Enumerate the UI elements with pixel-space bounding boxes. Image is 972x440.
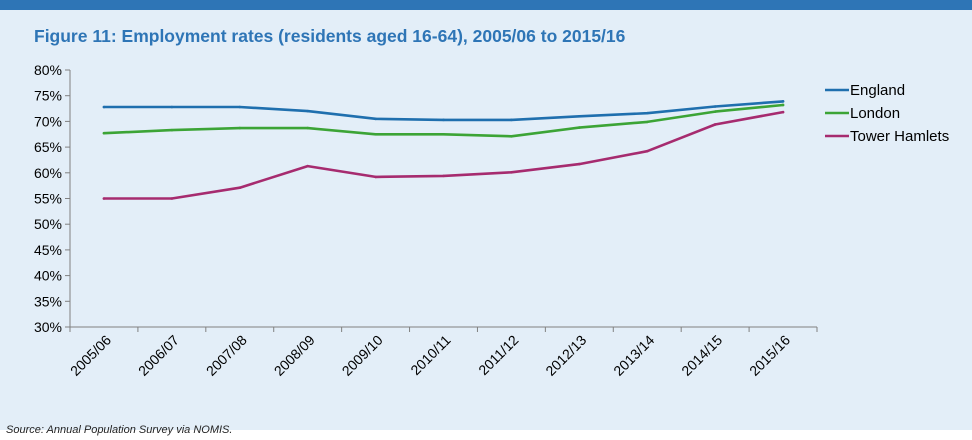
x-tick-label-2009-10: 2009/10: [339, 332, 386, 379]
data-point-england-2: [238, 105, 242, 109]
y-tick-label-40: 40%: [34, 268, 62, 284]
y-tick-label-30: 30%: [34, 319, 62, 335]
data-point-tower-hamlets-4: [374, 175, 377, 179]
y-tick-label-75: 75%: [34, 88, 62, 104]
data-point-england-7: [578, 114, 581, 118]
data-point-london-8: [645, 120, 649, 124]
x-tick-label-2008-09: 2008/09: [271, 332, 318, 379]
data-point-tower-hamlets-3: [306, 164, 309, 168]
data-point-england-9: [713, 105, 717, 108]
data-point-london-2: [238, 126, 242, 130]
y-tick-label-65: 65%: [34, 139, 62, 155]
data-point-tower-hamlets-6: [510, 170, 513, 174]
data-point-london-5: [442, 132, 445, 136]
y-tick-label-80: 80%: [34, 62, 62, 78]
data-point-england-0: [102, 105, 106, 109]
y-tick-label-50: 50%: [34, 216, 62, 232]
data-point-england-6: [510, 118, 513, 122]
y-tick-label-60: 60%: [34, 165, 62, 181]
data-point-tower-hamlets-10: [781, 110, 785, 114]
x-tick-label-2006-07: 2006/07: [135, 332, 182, 379]
data-point-london-1: [170, 128, 174, 132]
data-point-london-3: [306, 126, 309, 130]
y-tick-label-35: 35%: [34, 293, 62, 309]
data-point-tower-hamlets-7: [578, 162, 581, 166]
data-point-england-3: [306, 109, 309, 113]
legend-label-england: England: [850, 82, 905, 99]
data-point-england-4: [374, 117, 377, 121]
data-point-england-10: [781, 100, 785, 103]
data-point-tower-hamlets-2: [238, 186, 242, 190]
data-point-london-0: [102, 131, 106, 135]
employment-rate-chart: 30% 35% 40% 45% 50% 55% 60% 65% 70% 75% 80% 2005/06…: [34, 62, 949, 379]
data-point-tower-hamlets-1: [170, 197, 174, 200]
y-tick-label-55: 55%: [34, 191, 62, 207]
series-line-tower-hamlets: [102, 110, 785, 200]
data-point-tower-hamlets-5: [442, 174, 445, 178]
data-point-london-6: [510, 135, 513, 138]
chart-title: Figure 11: Employment rates (residents a…: [34, 26, 626, 46]
data-point-tower-hamlets-0: [102, 197, 106, 200]
data-point-london-4: [374, 132, 377, 136]
legend-label-tower-hamlets: Tower Hamlets: [850, 128, 949, 145]
x-tick-label-2010-11: 2010/11: [407, 332, 454, 379]
x-tick-label-2007-08: 2007/08: [203, 332, 250, 379]
x-tick-label-2005-06: 2005/06: [67, 332, 114, 379]
data-point-london-7: [578, 126, 581, 129]
data-point-england-8: [645, 111, 649, 115]
x-tick-label-2015-16: 2015/16: [746, 332, 793, 379]
data-point-tower-hamlets-9: [713, 123, 717, 126]
y-tick-label-70: 70%: [34, 113, 62, 129]
x-tick-label-2012-13: 2012/13: [542, 332, 589, 379]
data-point-tower-hamlets-8: [645, 149, 649, 153]
x-tick-label-2011-12: 2011/12: [475, 332, 522, 379]
data-point-london-9: [713, 110, 717, 113]
data-point-england-1: [170, 105, 174, 109]
source-note: Source: Annual Population Survey via NOM…: [6, 424, 233, 436]
data-point-england-5: [442, 118, 445, 122]
y-tick-label-45: 45%: [34, 242, 62, 258]
legend-label-london: London: [850, 105, 900, 122]
x-tick-label-2014-15: 2014/15: [678, 332, 725, 379]
x-tick-label-2013-14: 2013/14: [610, 332, 657, 379]
data-point-london-10: [781, 103, 785, 107]
